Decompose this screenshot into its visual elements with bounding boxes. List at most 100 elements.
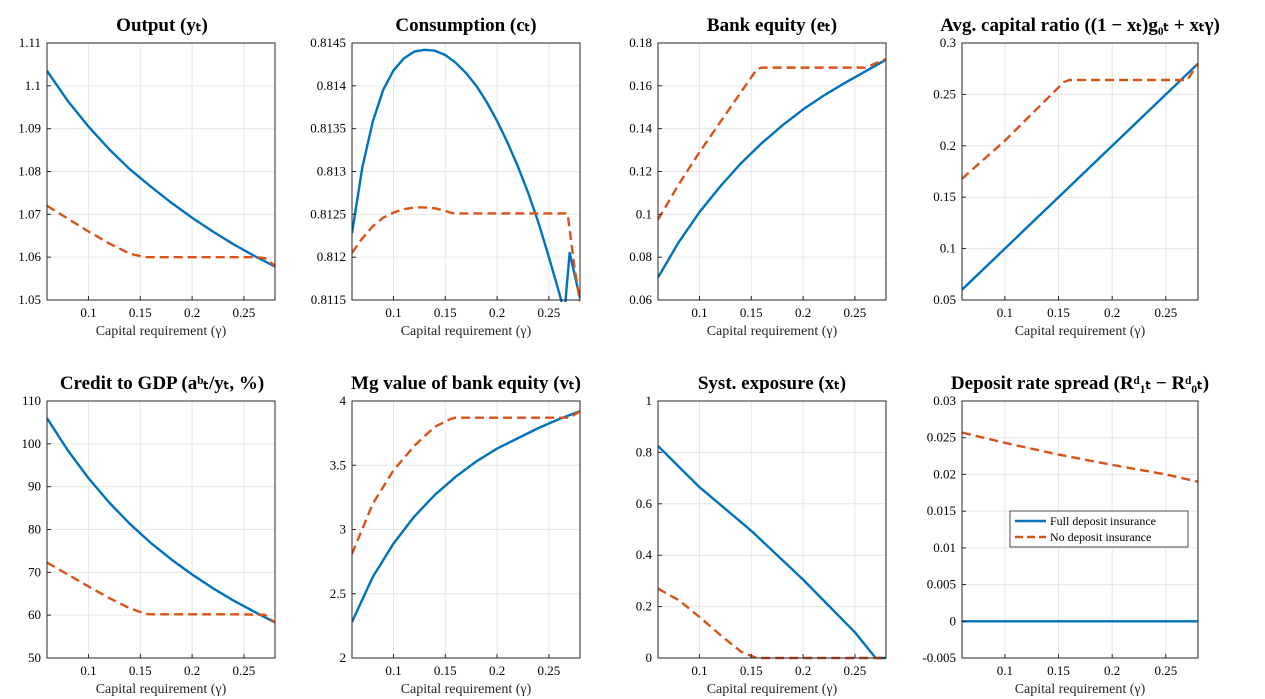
axes-box [961, 42, 1199, 301]
subplot-title: Syst. exposure (xₜ) [698, 373, 846, 394]
subplot-5: 0.1 0.15 0.2 0.25 50 60 70 80 90 100 110 Capital re… [22, 373, 276, 697]
x-tick-label: 0.15 [1047, 305, 1070, 320]
y-tick-label: 0.01 [933, 540, 956, 555]
y-tick-label: 0 [646, 650, 653, 665]
y-tick-label: 70 [28, 564, 41, 579]
y-tick-label: 0.812 [317, 249, 346, 264]
x-tick-label: 0.2 [489, 663, 505, 678]
y-tick-label: 0.1 [636, 206, 652, 221]
subplot-6: 0.1 0.15 0.2 0.25 2 2.5 3 3.5 4 Capital requireme… [330, 373, 581, 697]
series-full-deposit-insurance [47, 417, 275, 624]
subplot-title: Credit to GDP (aᵇₜ/yₜ, %) [60, 373, 264, 394]
y-tick-label: 1.07 [18, 206, 41, 221]
y-tick-label: 0.8125 [310, 206, 346, 221]
y-tick-label: 0.05 [933, 292, 956, 307]
legend-label: Full deposit insurance [1050, 514, 1156, 528]
y-tick-label: 60 [28, 607, 41, 622]
y-tick-label: 2.5 [330, 586, 346, 601]
x-tick-label: 0.25 [233, 663, 256, 678]
x-tick-label: 0.25 [1154, 663, 1177, 678]
x-axis-label: Capital requirement (γ) [96, 682, 227, 697]
subplot-title: Consumption (cₜ) [395, 15, 536, 36]
series-full-deposit-insurance [658, 445, 886, 660]
x-tick-label: 0.15 [740, 305, 763, 320]
y-tick-label: 0.2 [940, 138, 956, 153]
y-tick-label: 0.015 [927, 503, 956, 518]
x-tick-label: 0.2 [184, 305, 200, 320]
x-axis-label: Capital requirement (γ) [96, 324, 227, 339]
x-axis-label: Capital requirement (γ) [1015, 682, 1146, 697]
y-tick-label: 0.8135 [310, 121, 346, 136]
x-tick-label: 0.15 [129, 663, 152, 678]
y-tick-label: 0.15 [933, 189, 956, 204]
subplot-4: 0.1 0.15 0.2 0.25 0.05 0.1 0.15 0.2 0.25 0.3 Capit… [933, 15, 1220, 339]
y-tick-label: 1.1 [25, 78, 41, 93]
y-tick-label: 80 [28, 522, 41, 537]
y-tick-label: 0.8 [636, 444, 652, 459]
legend-box [1009, 510, 1189, 548]
x-tick-label: 0.2 [795, 663, 811, 678]
subplot-2: 0.1 0.15 0.2 0.25 0.8115 0.812 0.8125 0.813 0.81… [310, 15, 581, 339]
y-tick-label: 0.25 [933, 86, 956, 101]
y-tick-label: 0.12 [629, 164, 652, 179]
x-tick-label: 0.1 [80, 305, 96, 320]
y-tick-label: 90 [28, 479, 41, 494]
series-no-deposit-insurance [352, 410, 580, 555]
y-tick-label: 0.16 [629, 78, 652, 93]
x-tick-label: 0.1 [80, 663, 96, 678]
x-tick-label: 0.2 [489, 305, 505, 320]
subplot-7: 0.1 0.15 0.2 0.25 0 0.2 0.4 0.6 0.8 1 Capital requ… [636, 373, 887, 697]
series-full-deposit-insurance [658, 58, 886, 279]
y-tick-label: 1.08 [18, 164, 41, 179]
y-tick-label: 4 [340, 393, 347, 408]
x-tick-label: 0.15 [1047, 663, 1070, 678]
y-tick-label: 0.03 [933, 393, 956, 408]
x-axis-label: Capital requirement (γ) [401, 682, 532, 697]
y-tick-label: 0.005 [927, 577, 956, 592]
x-tick-label: 0.15 [434, 305, 457, 320]
y-tick-label: 0 [950, 613, 957, 628]
y-tick-label: 0.8115 [311, 292, 346, 307]
series-full-deposit-insurance [352, 48, 580, 302]
axes-box [961, 400, 1199, 659]
x-tick-label: 0.25 [1154, 305, 1177, 320]
x-tick-label: 0.25 [844, 663, 867, 678]
y-tick-label: 100 [22, 436, 42, 451]
y-tick-label: 1 [646, 393, 653, 408]
y-tick-label: 1.06 [18, 249, 41, 264]
subplot-title: Deposit rate spread (Rᵈ₁ₜ − Rᵈ₀ₜ) [951, 373, 1209, 394]
legend-label: No deposit insurance [1050, 530, 1151, 544]
x-tick-label: 0.15 [740, 663, 763, 678]
y-tick-label: 0.06 [629, 292, 652, 307]
series-no-deposit-insurance [962, 62, 1198, 180]
x-tick-label: 0.15 [129, 305, 152, 320]
series-no-deposit-insurance [658, 57, 886, 221]
subplot-title: Avg. capital ratio ((1 − xₜ)g₀ₜ + xₜγ) [940, 15, 1220, 36]
x-axis-label: Capital requirement (γ) [1015, 324, 1146, 339]
y-tick-label: 0.2 [636, 599, 652, 614]
y-tick-label: 110 [22, 393, 41, 408]
series-full-deposit-insurance [352, 410, 580, 623]
x-axis-label: Capital requirement (γ) [401, 324, 532, 339]
x-tick-label: 0.2 [795, 305, 811, 320]
series-no-deposit-insurance [352, 206, 580, 302]
y-tick-label: 1.05 [18, 292, 41, 307]
x-axis-label: Capital requirement (γ) [707, 682, 838, 697]
x-tick-label: 0.1 [385, 663, 401, 678]
y-tick-label: 3 [340, 522, 347, 537]
y-tick-label: 0.8145 [310, 35, 346, 50]
y-tick-label: 0.4 [636, 547, 653, 562]
y-tick-label: 0.3 [940, 35, 956, 50]
subplot-8: 0.1 0.15 0.2 0.25 -0.005 0 0.005 0.01 0.015 0.02 0… [922, 373, 1209, 697]
series-no-deposit-insurance [47, 204, 275, 267]
x-tick-label: 0.25 [233, 305, 256, 320]
x-tick-label: 0.2 [184, 663, 200, 678]
series-no-deposit-insurance [658, 587, 886, 660]
axes-box [657, 400, 887, 659]
subplot-title: Output (yₜ) [116, 15, 208, 36]
x-tick-label: 0.25 [844, 305, 867, 320]
subplot-title: Mg value of bank equity (vₜ) [351, 373, 581, 394]
y-tick-label: 1.11 [19, 35, 41, 50]
y-tick-label: -0.005 [922, 650, 956, 665]
